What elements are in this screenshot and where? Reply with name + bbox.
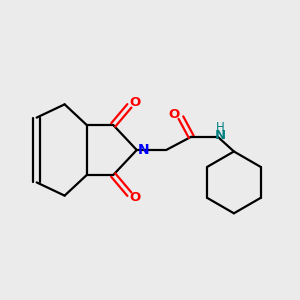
Text: H: H	[216, 121, 225, 134]
Text: N: N	[137, 143, 149, 157]
Text: O: O	[129, 96, 140, 110]
Text: O: O	[169, 108, 180, 121]
Text: O: O	[129, 190, 140, 204]
Text: N: N	[215, 129, 226, 142]
